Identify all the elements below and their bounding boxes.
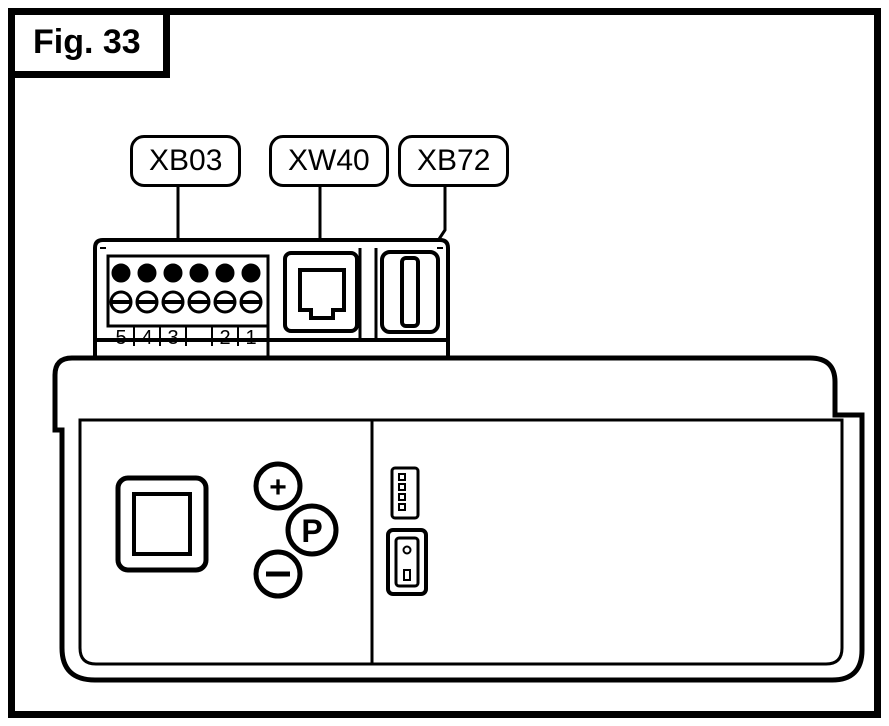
callout-xw81: XW81: [480, 470, 600, 522]
callout-xb03: XB03: [130, 135, 241, 187]
outer-frame: [8, 8, 881, 718]
diagram-canvas: Fig. 33 XB03 XW40 XB72 XW81: [0, 0, 889, 726]
callout-xw40: XW40: [269, 135, 389, 187]
figure-label: Fig. 33: [8, 8, 170, 78]
callout-xb72: XB72: [398, 135, 509, 187]
